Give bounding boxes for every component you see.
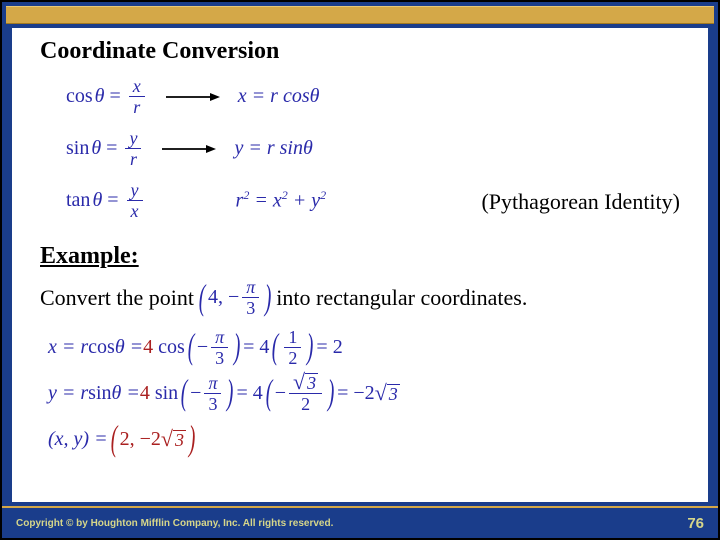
equations-block: cos θ = x r x = r cosθ sin θ [40, 77, 680, 237]
work-result: (x, y) = ( 2 , −2 √3 ) [48, 419, 680, 459]
convert-pre-text: Convert the point [40, 285, 194, 311]
work-x: x = r cos θ = 4 cos ( − π3 ) = 4 ( 12 ) … [48, 327, 680, 367]
frac-y-r: y r [125, 129, 141, 168]
slide-frame: Coordinate Conversion cos θ = x r x = r … [0, 0, 720, 540]
sin-label: sin [66, 137, 89, 160]
example-prompt: Convert the point ( 4, − π3 ) into recta… [40, 278, 680, 317]
slide-content: Coordinate Conversion cos θ = x r x = r … [12, 28, 708, 502]
pythagorean-annotation: (Pythagorean Identity) [481, 189, 680, 215]
eq-row-sin: sin θ = y r y = r sinθ [66, 129, 313, 168]
cos-label: cos [66, 85, 93, 108]
eq-sin-left: sin θ = y r [66, 129, 144, 168]
slide-title: Coordinate Conversion [40, 38, 680, 65]
convert-post-text: into rectangular coordinates. [276, 285, 527, 311]
tan-label: tan [66, 189, 90, 212]
example-heading: Example: [40, 243, 680, 270]
eq-cos-right: x = r cosθ [238, 85, 320, 108]
work-y: y = r sin θ = 4 sin ( − π3 ) = 4 ( − √3 … [48, 373, 680, 413]
arrow-icon [162, 142, 216, 156]
frac-y-x: y x [127, 181, 143, 220]
copyright-text: Copyright © by Houghton Mifflin Company,… [16, 518, 333, 529]
frac-x-r: x r [129, 77, 145, 116]
eq-sin-right: y = r sinθ [234, 137, 312, 160]
arrow-icon [166, 90, 220, 104]
footer-bar: Copyright © by Houghton Mifflin Company,… [2, 506, 718, 538]
top-gold-bar [6, 6, 714, 24]
theta-2: θ [91, 137, 101, 160]
eq-row-tan: tan θ = y x r2 = x2 + y2 [66, 181, 326, 220]
theta-3: θ [92, 189, 102, 212]
eq-tan-left: tan θ = y x [66, 181, 146, 220]
polar-point: ( 4, − π3 ) [196, 278, 274, 317]
page-number: 76 [687, 515, 704, 532]
eq-cos-left: cos θ = x r [66, 77, 148, 116]
eq-row-cos: cos θ = x r x = r cosθ [66, 77, 319, 116]
theta-1: θ [95, 85, 105, 108]
eq-pythag-right: r2 = x2 + y2 [236, 188, 327, 213]
